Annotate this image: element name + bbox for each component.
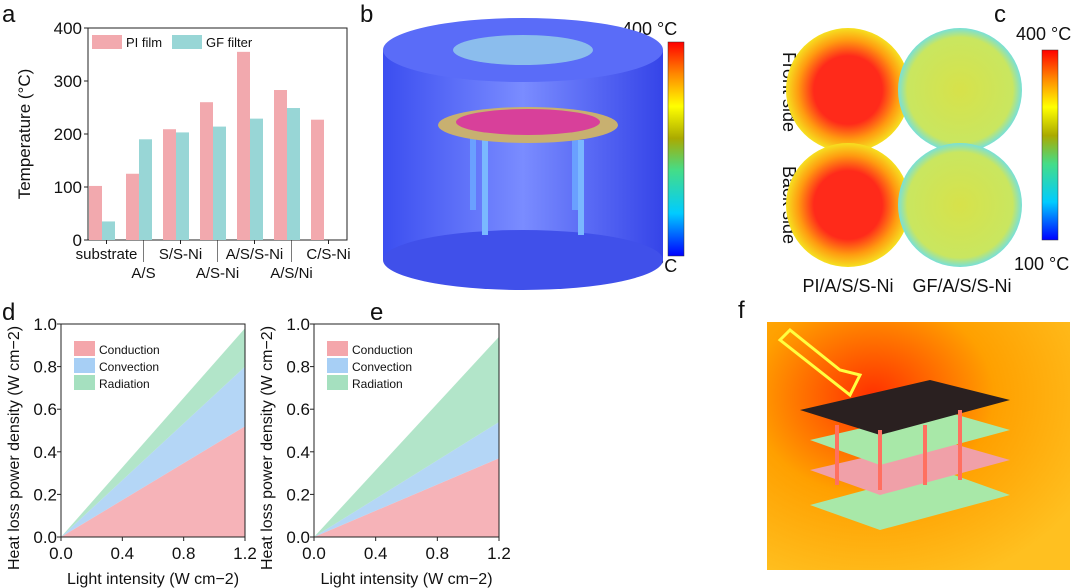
bar-pi-film — [200, 102, 213, 240]
panel-label: d — [2, 299, 15, 326]
x-tick-label: 0.0 — [49, 544, 73, 563]
x-tick-label: 1.2 — [233, 544, 257, 563]
panel-label: e — [370, 299, 383, 326]
y-axis-label: Heat loss power density (W cm−2) — [259, 326, 276, 570]
legend-label: Radiation — [99, 377, 150, 391]
x-tick-label: C/S-Ni — [306, 246, 350, 263]
x-tick-label: 0.8 — [426, 544, 450, 563]
area-radiation — [61, 328, 245, 537]
legend-label: Conduction — [352, 343, 413, 357]
x-tick-label: A/S/Ni — [270, 265, 313, 282]
y-tick-label: 0 — [73, 231, 82, 250]
legend-swatch — [327, 375, 348, 390]
col-label: PI/A/S/S-Ni — [802, 276, 893, 296]
y-tick-label: 0.2 — [33, 485, 57, 504]
simulation-cylinder — [383, 18, 685, 290]
area-convection — [314, 421, 499, 537]
y-tick-label: 0.4 — [33, 443, 57, 462]
x-tick-label: 0.4 — [111, 544, 135, 563]
bar-gf-filter — [250, 118, 263, 240]
bar-gf-filter — [176, 132, 189, 240]
bar-gf-filter — [139, 139, 152, 240]
panel-label: f — [738, 297, 745, 324]
legend-label: Convection — [99, 360, 159, 374]
x-tick-label: A/S/S-Ni — [226, 246, 284, 263]
y-tick-label: 0.8 — [33, 358, 57, 377]
panel-label: c — [994, 1, 1006, 28]
panel-label: b — [360, 1, 373, 28]
legend-swatch — [74, 341, 95, 356]
x-axis-label: Light intensity (W cm−2) — [320, 571, 492, 588]
y-tick-label: 100 — [54, 178, 82, 197]
x-tick-label: 0.4 — [364, 544, 388, 563]
bar-pi-film — [274, 90, 287, 240]
x-tick-label: A/S-Ni — [196, 265, 239, 282]
legend-swatch — [172, 35, 202, 49]
y-tick-label: 300 — [54, 72, 82, 91]
y-axis-label: Heat loss power density (W cm−2) — [6, 326, 23, 570]
y-tick-label: 0.2 — [286, 485, 310, 504]
bar-pi-film — [163, 129, 176, 240]
bar-pi-film — [89, 185, 102, 240]
y-tick-label: 200 — [54, 125, 82, 144]
scale-min-label: 100 °C — [1014, 254, 1069, 274]
area-convection — [61, 366, 245, 537]
x-tick-label: 0.8 — [172, 544, 196, 563]
legend-label: GF filter — [206, 35, 253, 50]
legend-swatch — [74, 375, 95, 390]
y-tick-label: 0.8 — [286, 358, 310, 377]
y-tick-label: 0.6 — [33, 400, 57, 419]
x-tick-label: substrate — [76, 246, 138, 263]
y-tick-label: 400 — [54, 19, 82, 38]
legend-swatch — [327, 341, 348, 356]
area-radiation — [314, 336, 499, 537]
x-tick-label: 0.0 — [302, 544, 326, 563]
y-tick-label: 0.0 — [33, 528, 57, 547]
bar-pi-film — [126, 173, 139, 240]
panel-label: a — [2, 1, 16, 28]
temperature-maps — [786, 28, 1059, 267]
y-tick-label: 0.6 — [286, 400, 310, 419]
scale-max-label: 400 °C — [1016, 24, 1071, 44]
plot-frame — [60, 323, 246, 538]
y-tick-label: 1.0 — [286, 315, 310, 334]
bar-pi-film — [237, 51, 250, 240]
bar-gf-filter — [102, 221, 115, 240]
y-tick-label: 1.0 — [33, 315, 57, 334]
y-tick-label: 0.4 — [286, 443, 310, 462]
legend-swatch — [74, 358, 95, 373]
bar-gf-filter — [287, 108, 300, 240]
plot-frame — [313, 323, 500, 538]
legend-label: Convection — [352, 360, 412, 374]
col-label: GF/A/S/S-Ni — [912, 276, 1011, 296]
x-tick-label: A/S — [131, 265, 155, 282]
legend-label: PI film — [126, 35, 162, 50]
heat-loss-schematic — [767, 322, 1070, 570]
y-tick-label: 0.0 — [286, 528, 310, 547]
x-tick-label: 1.2 — [487, 544, 511, 563]
x-axis-label: Light intensity (W cm−2) — [67, 571, 239, 588]
y-axis-label: Temperature (°C) — [15, 69, 34, 200]
x-tick-label: S/S-Ni — [159, 246, 202, 263]
bar-pi-film — [311, 119, 324, 240]
bar-gf-filter — [213, 126, 226, 240]
legend-swatch — [92, 35, 122, 49]
legend-label: Conduction — [99, 343, 160, 357]
legend-label: Radiation — [352, 377, 403, 391]
legend-swatch — [327, 358, 348, 373]
